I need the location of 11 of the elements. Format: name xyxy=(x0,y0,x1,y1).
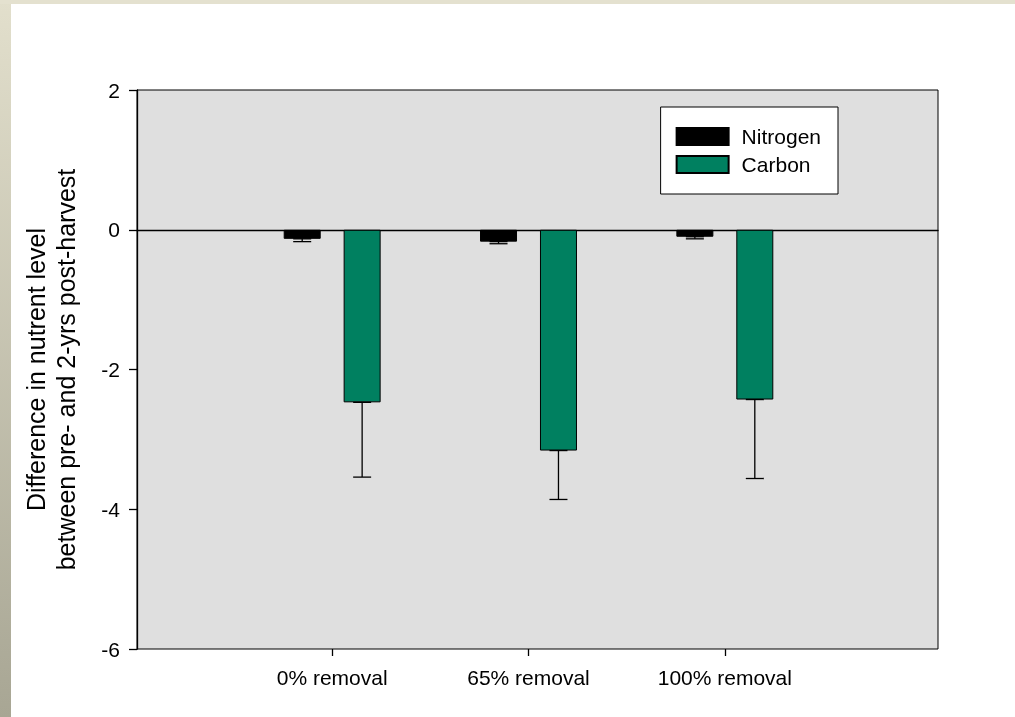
y-tick-label: -6 xyxy=(101,637,120,661)
y-tick-label: -2 xyxy=(101,358,120,381)
legend-label: Nitrogen xyxy=(741,125,822,148)
x-tick-label: 65% removal xyxy=(467,666,590,689)
legend-label: Carbon xyxy=(741,153,811,176)
y-tick-label: -4 xyxy=(101,497,121,521)
x-tick-label: 0% removal xyxy=(276,666,388,689)
x-tick-label: 100% removal xyxy=(657,666,792,689)
y-tick-label: 0 xyxy=(108,218,120,242)
y-axis-title: Difference in nutrent level between pre- and 2-yrs post-harvest xyxy=(22,168,80,571)
y-tick-label: 2 xyxy=(108,78,120,102)
